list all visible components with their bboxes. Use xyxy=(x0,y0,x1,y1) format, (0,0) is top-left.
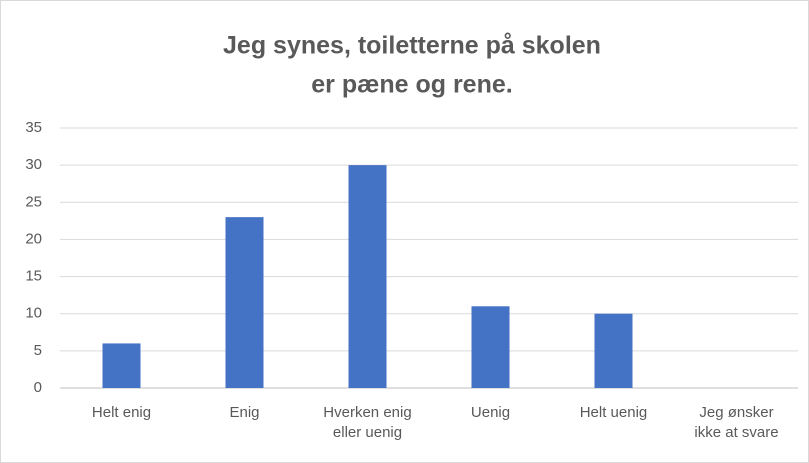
y-tick-label: 5 xyxy=(34,342,42,359)
y-tick-label: 30 xyxy=(25,156,42,173)
bar xyxy=(594,313,633,388)
y-tick-label: 20 xyxy=(25,230,42,247)
chart-title: Jeg synes, toiletterne på skolen xyxy=(223,32,601,60)
y-tick-label: 35 xyxy=(25,119,42,136)
y-tick-label: 10 xyxy=(25,305,42,322)
bar xyxy=(471,306,510,388)
y-tick-label: 25 xyxy=(25,193,42,210)
y-tick-label: 0 xyxy=(34,379,42,396)
bar xyxy=(102,343,141,388)
bar xyxy=(348,165,387,388)
x-tick-label: Helt uenig xyxy=(579,404,648,421)
x-tick-label: Hverken enig eller uenig xyxy=(323,404,412,441)
x-tick-label: Enig xyxy=(229,404,260,421)
x-tick-label: Helt enig xyxy=(91,404,152,421)
x-tick-label: Jeg ønsker ikke at svare xyxy=(694,404,779,441)
x-tick-label: Uenig xyxy=(470,404,511,421)
bar xyxy=(225,217,264,388)
chart-title: er pæne og rene. xyxy=(311,71,512,99)
y-tick-label: 15 xyxy=(25,268,42,285)
